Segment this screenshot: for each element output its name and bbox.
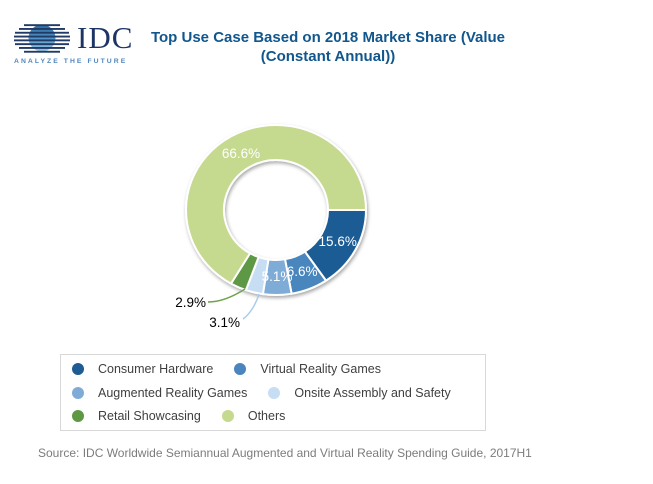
legend-row: Consumer Hardware Virtual Reality Games xyxy=(72,358,485,380)
legend-item: Onsite Assembly and Safety xyxy=(268,385,451,400)
segment-labels: 15.6%6.6%5.1% 3.1%2.9% 66.6% xyxy=(175,146,357,330)
legend-item: Augmented Reality Games xyxy=(72,386,247,400)
legend-swatch-icon xyxy=(234,363,247,376)
leader-line xyxy=(207,288,246,303)
source-note: Source: IDC Worldwide Semiannual Augment… xyxy=(38,446,532,460)
label-leader-lines xyxy=(207,288,260,320)
legend-label: Retail Showcasing xyxy=(98,408,201,423)
segment-percent-label: 15.6% xyxy=(319,234,357,249)
legend-label: Consumer Hardware xyxy=(98,362,214,377)
segment-percent-label: 3.1% xyxy=(209,315,240,330)
chart-legend: Consumer Hardware Virtual Reality Games Au… xyxy=(60,354,486,431)
legend-swatch-icon xyxy=(72,386,84,399)
legend-item: Consumer Hardware xyxy=(72,362,213,376)
legend-swatch-icon xyxy=(221,409,234,422)
idc-logo: IDC ANALYZE THE FUTURE xyxy=(14,20,134,65)
legend-label: Onsite Assembly and Safety xyxy=(294,385,451,400)
legend-label: Augmented Reality Games xyxy=(98,385,248,400)
legend-swatch-icon xyxy=(268,386,281,399)
logo-tagline: ANALYZE THE FUTURE xyxy=(14,58,128,65)
legend-label: Others xyxy=(247,408,286,423)
segment-percent-label: 2.9% xyxy=(175,295,206,310)
legend-item: Retail Showcasing xyxy=(72,409,201,423)
legend-label: Virtual Reality Games xyxy=(260,362,381,377)
segment-percent-label: 6.6% xyxy=(287,264,318,279)
legend-swatch-icon xyxy=(72,363,84,376)
chart-title: Top Use Case Based on 2018 Market Share … xyxy=(128,28,528,66)
legend-item: Virtual Reality Games xyxy=(234,362,381,376)
idc-globe-icon xyxy=(14,24,70,53)
segment-percent-label: 66.6% xyxy=(222,146,260,161)
logo-wordmark: IDC xyxy=(77,20,134,55)
legend-row: Retail Showcasing Others xyxy=(72,405,485,427)
legend-item: Others xyxy=(221,408,286,423)
segment-percent-label: 5.1% xyxy=(262,269,293,284)
legend-row: Augmented Reality Games Onsite Assembly a… xyxy=(72,382,485,404)
donut-segment xyxy=(185,123,367,285)
chart-title-line1: Top Use Case Based on 2018 Market Share … xyxy=(150,29,506,46)
chart-title-line2: (Constant Annual)) xyxy=(260,48,396,65)
legend-swatch-icon xyxy=(72,409,84,422)
leader-line xyxy=(242,293,260,320)
donut-segments xyxy=(185,123,367,296)
donut-chart: 15.6%6.6%5.1% 3.1%2.9% 66.6% xyxy=(175,123,367,330)
